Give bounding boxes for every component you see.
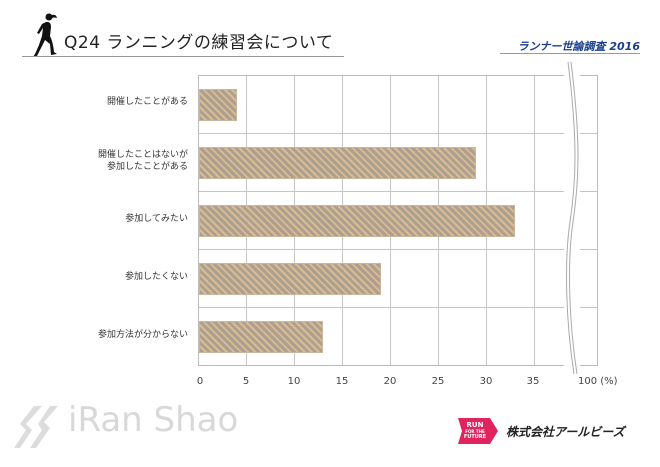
x-tick: 0 <box>196 376 204 387</box>
survey-divider <box>500 53 640 54</box>
bar-held-before <box>199 89 237 121</box>
badge-top: RUN <box>466 421 484 429</box>
x-tick: 35 <box>526 376 540 387</box>
axis-break-icon <box>564 62 580 374</box>
category-label: 開催したことはないが 参加したことがある <box>97 150 188 172</box>
row-divider <box>199 307 597 308</box>
bar-do-not-want <box>199 263 381 295</box>
watermark-text: iRan Shao <box>68 400 239 440</box>
bar-dont-know-how <box>199 321 323 353</box>
row-divider <box>199 191 597 192</box>
category-label: 参加してみたい <box>125 214 188 224</box>
x-tick: 30 <box>479 376 493 387</box>
x-tick: 10 <box>287 376 301 387</box>
page-title: Q24 ランニングの練習会について <box>64 33 334 53</box>
row-divider <box>199 133 597 134</box>
bar-chart: 開催したことがある 開催したことはないが 参加したことがある 参加してみたい 参… <box>97 62 618 387</box>
bar-want-to-attend <box>199 205 515 237</box>
category-label: 開催したことがある <box>106 97 188 107</box>
survey-label: ランナー世論調査 2016 <box>517 40 640 53</box>
badge-mid: FOR THE <box>465 429 485 434</box>
x-tick: 25 <box>431 376 445 387</box>
x-tick: 15 <box>335 376 349 387</box>
row-divider <box>199 249 597 250</box>
category-label: 参加方法が分からない <box>97 330 188 340</box>
runner-silhouette-icon <box>33 13 57 57</box>
bar-attended-not-held <box>199 147 476 179</box>
x-tick-max: 100 (%) <box>578 376 618 387</box>
header: Q24 ランニングの練習会について ランナー世論調査 2016 <box>0 0 660 70</box>
plot-area <box>198 75 598 366</box>
x-tick: 5 <box>242 376 250 387</box>
run-for-the-future-logo: RUN FOR THE FUTURE <box>458 418 498 444</box>
badge-bottom: FUTURE <box>463 434 487 440</box>
x-tick: 20 <box>383 376 397 387</box>
gridline-35 <box>534 76 535 365</box>
category-label: 参加したくない <box>124 272 188 282</box>
company-brand: RUN FOR THE FUTURE 株式会社アールビーズ <box>458 418 625 444</box>
company-name: 株式会社アールビーズ <box>506 424 625 439</box>
title-divider <box>22 56 344 57</box>
iranshao-logo-icon <box>14 406 58 448</box>
